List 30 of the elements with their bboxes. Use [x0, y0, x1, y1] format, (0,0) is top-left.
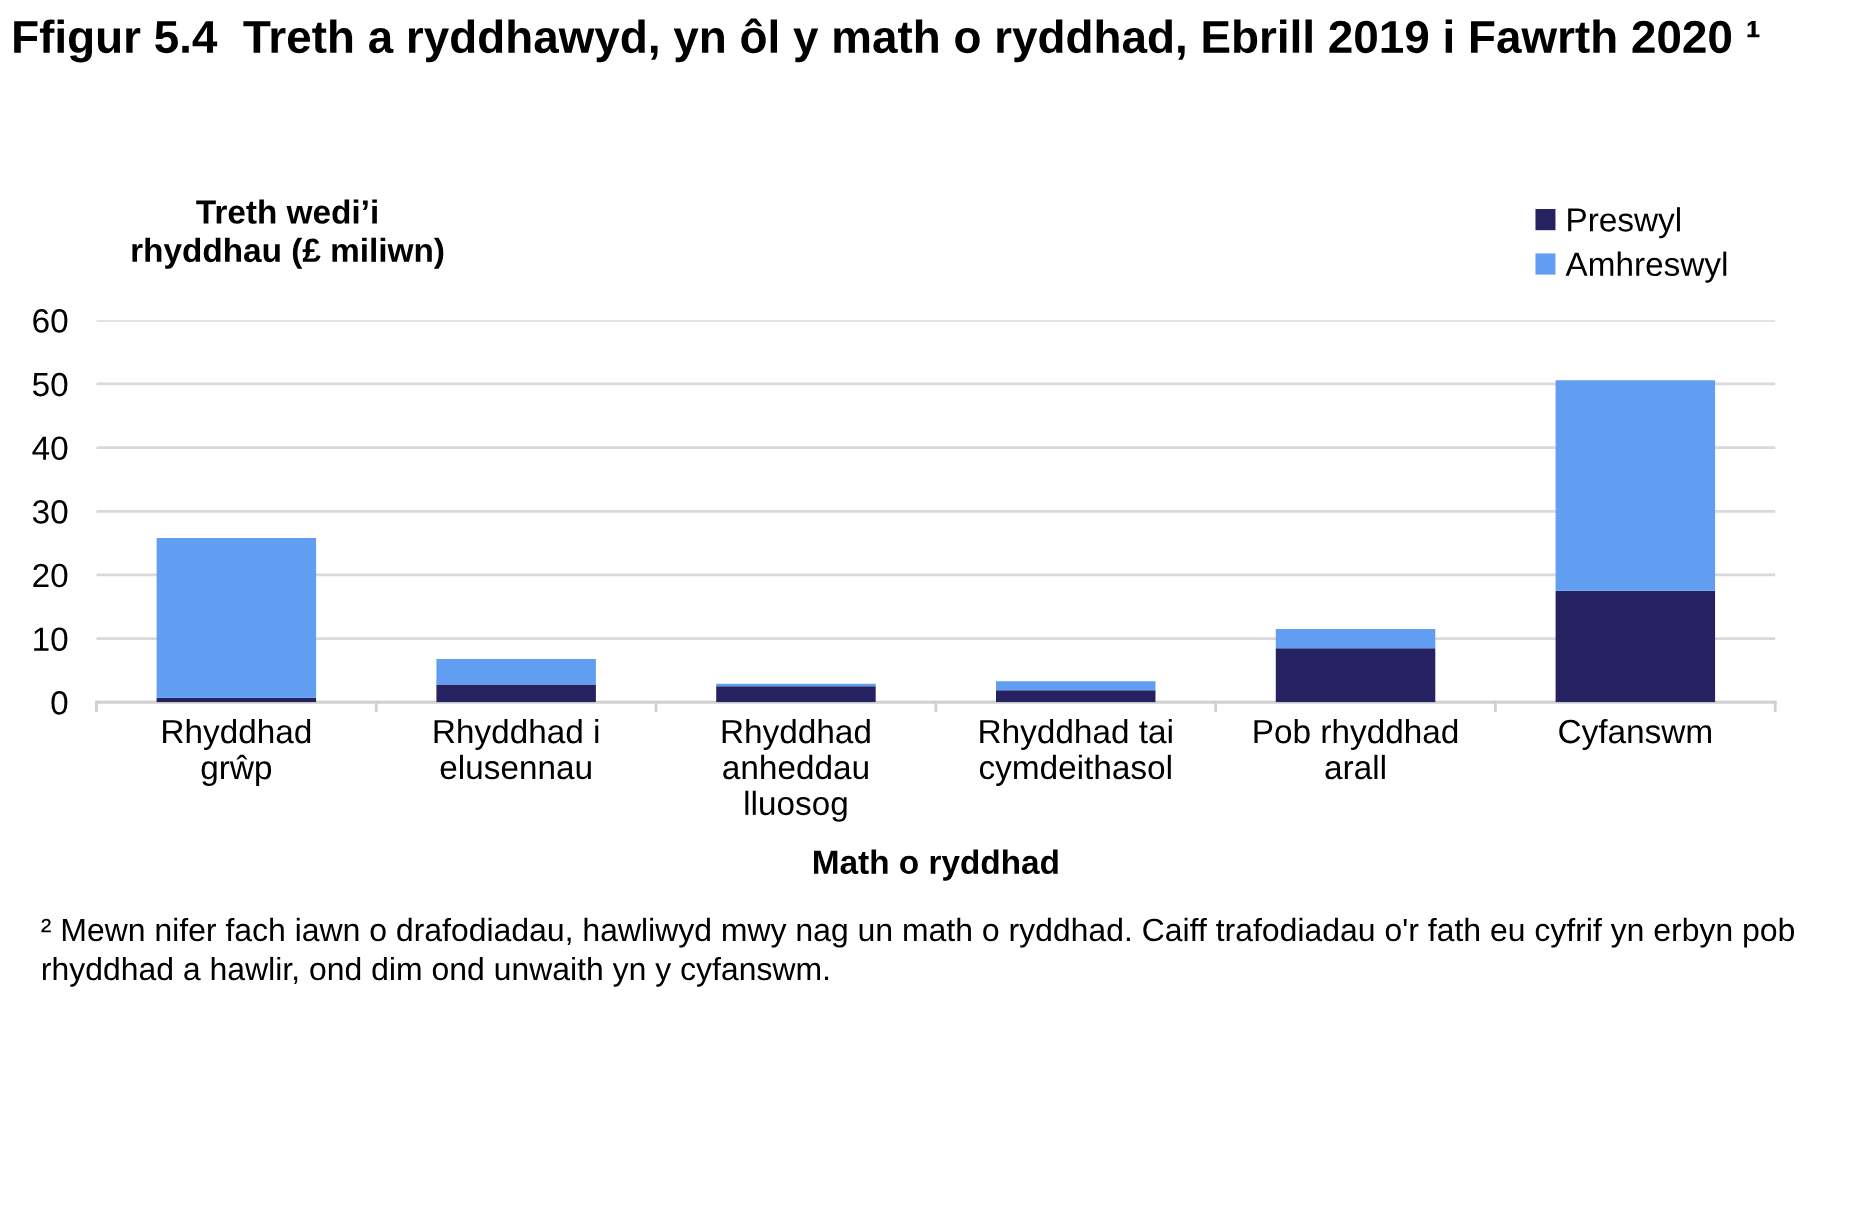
- x-tick-label: Pob rhyddhad arall: [1254, 718, 1458, 780]
- x-tick-label: Cyfanswm: [1559, 718, 1711, 750]
- bar: [436, 684, 596, 703]
- bar: [436, 658, 596, 685]
- y-tick-label: 0: [51, 691, 68, 715]
- x-tick-label: Rhyddhad tai cymdeithasol: [979, 718, 1172, 786]
- x-tick-label: Rhyddhad grŵp: [163, 718, 311, 787]
- x-tick-label: Rhyddhad anheddau lluosog: [722, 718, 870, 822]
- bar: [156, 697, 317, 703]
- legend-label: Amhreswyl: [1565, 251, 1727, 283]
- bar: [156, 538, 317, 698]
- y-tick-label: 60: [33, 309, 68, 333]
- y-tick-label: 50: [32, 372, 68, 397]
- bar: [996, 681, 1156, 691]
- y-tick-label: 30: [32, 500, 68, 524]
- y-tick-label: 20: [33, 563, 68, 588]
- y-tick-label: 10: [34, 627, 68, 651]
- bar: [1275, 648, 1436, 703]
- legend-label: Preswyl: [1568, 207, 1680, 239]
- x-axis-title: Math o ryddhad: [814, 849, 1058, 881]
- x-tick-label: Rhyddhad i elusennau: [434, 718, 599, 780]
- bar: [716, 686, 876, 703]
- chart-title: Ffigur 5.4 Treth a ryddhawyd, yn ôl y math o ryddhad, Ebrill 2019 i Fawrth 2020 ¹: [14, 18, 1760, 63]
- text: ² Mewn nifer fach iawn o drafodiadau, hawliwyd mwy nag un math o ryddhad. Caiff trafodiadau o'r fath eu cyfrif yn erbyn pob rhyddhad a hawlir, ond dim ond unwaith yn y cyfanswm.: [41, 917, 1795, 987]
- bar: [1275, 629, 1436, 649]
- bar: [1555, 590, 1716, 703]
- y-axis-title: Treth wedi’i rhyddhau (£ miliwn): [132, 199, 444, 269]
- y-tick-label: 40: [32, 436, 68, 461]
- bar: [996, 690, 1156, 703]
- bar: [1555, 380, 1716, 591]
